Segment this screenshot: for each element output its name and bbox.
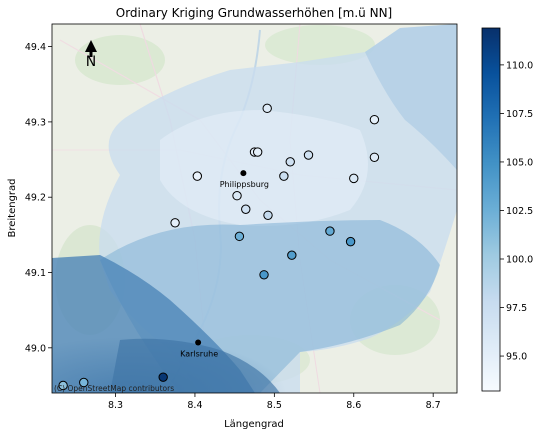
well-marker (279, 171, 289, 181)
attribution-text: (C) OpenStreetMap contributors (54, 384, 174, 393)
kriging-northeast (365, 24, 457, 170)
colorbar-tick-label: 95.0 (506, 352, 527, 363)
kriging-south-core (110, 338, 280, 393)
north-arrow-icon (85, 40, 97, 52)
colorbar-tick-label: 100.0 (506, 255, 533, 266)
well-marker (325, 226, 335, 236)
x-tick-label: 8.5 (267, 400, 282, 411)
city-label: Philippsburg (220, 180, 269, 189)
well-marker (252, 147, 263, 157)
well-marker (192, 171, 203, 181)
well-marker (369, 152, 380, 162)
colorbar-tick-label: 110.0 (506, 60, 533, 71)
colorbar-gradient (481, 27, 501, 392)
map-title: Ordinary Kriging Grundwasserhöhen [m.ü N… (116, 6, 393, 20)
well-marker (262, 103, 272, 114)
x-tick-label: 8.7 (426, 400, 441, 411)
colorbar-tick-label: 107.5 (506, 109, 533, 120)
north-label: N (86, 54, 96, 70)
north-arrow: N (85, 40, 97, 70)
y-tick-label: 49.3 (25, 117, 46, 128)
colorbar-tick-label: 102.5 (506, 206, 533, 217)
well-marker (170, 218, 180, 228)
y-tick-label: 49.4 (25, 42, 46, 53)
well-marker (345, 236, 356, 247)
x-tick-label: 8.3 (108, 400, 123, 411)
x-axis: 8.3 8.4 8.5 8.6 8.7 (108, 393, 441, 411)
well-marker (79, 377, 89, 388)
well-marker (259, 270, 269, 280)
kriging-center-light (160, 110, 368, 226)
y-axis: 49.0 49.1 49.2 49.3 49.4 (25, 42, 52, 354)
well-marker (58, 380, 68, 391)
city-label: Karlsruhe (180, 350, 218, 359)
x-tick-label: 8.4 (187, 400, 202, 411)
well-marker (158, 372, 168, 382)
well-marker (287, 250, 297, 260)
well-marker (232, 190, 242, 201)
map-frame (51, 23, 458, 394)
well-marker (285, 157, 295, 167)
well-marker (241, 204, 251, 214)
x-axis-label: Längengrad (224, 419, 284, 430)
y-tick-label: 49.2 (25, 193, 46, 204)
colorbar-tick-label: 105.0 (506, 157, 533, 168)
well-markers (58, 103, 380, 391)
x-tick-label: 8.6 (346, 400, 361, 411)
y-tick-label: 49.1 (25, 268, 46, 279)
well-marker (234, 231, 245, 242)
y-tick-label: 49.0 (25, 343, 46, 354)
well-marker (349, 173, 359, 184)
well-marker (263, 210, 273, 220)
well-marker (369, 114, 380, 125)
colorbar-tick-label: 97.5 (506, 303, 527, 314)
city-marker (240, 170, 247, 177)
colorbar-ticks: 95.0 97.5 100.0 102.5 105.0 107.5 110.0 (500, 60, 533, 363)
colorbar: 95.0 97.5 100.0 102.5 105.0 107.5 110.0 (481, 27, 533, 392)
map-area: Philippsburg Karlsruhe N (C) OpenStreetMa… (52, 24, 457, 393)
kriging-surface (52, 24, 457, 393)
city-marker (195, 339, 202, 346)
well-marker (303, 150, 314, 160)
city-markers: Philippsburg Karlsruhe (180, 170, 269, 359)
y-axis-label: Breitengrad (7, 178, 18, 237)
